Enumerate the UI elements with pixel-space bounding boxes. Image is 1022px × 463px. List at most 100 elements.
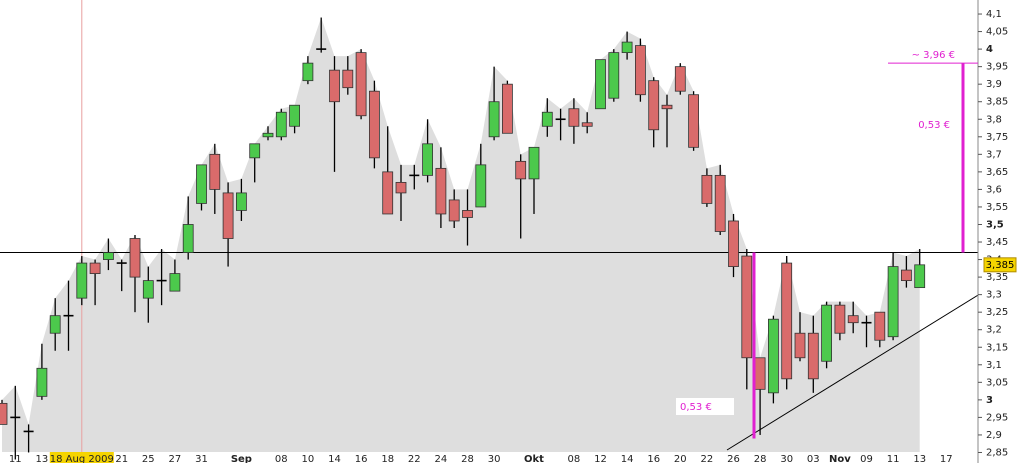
candle-body bbox=[475, 164, 487, 208]
candle-body bbox=[422, 143, 434, 176]
drop-label-box bbox=[676, 398, 734, 415]
x-tick-label: 10 bbox=[302, 454, 315, 463]
y-tick-label: 3,6 bbox=[986, 184, 1002, 195]
candle-body bbox=[302, 62, 314, 82]
candle-body bbox=[714, 174, 726, 232]
candle-body bbox=[608, 52, 620, 99]
candle-body bbox=[528, 146, 540, 180]
y-tick-label: 3,75 bbox=[986, 132, 1008, 143]
candle-body bbox=[728, 220, 739, 267]
y-tick-label: 3,35 bbox=[986, 272, 1008, 283]
candle-body bbox=[688, 94, 699, 148]
candle-body bbox=[235, 192, 247, 211]
candle-body bbox=[355, 52, 367, 117]
candle-body bbox=[129, 238, 141, 278]
x-tick-label: 28 bbox=[461, 454, 474, 463]
y-tick-label: 3,15 bbox=[986, 342, 1008, 353]
x-tick-label: 27 bbox=[169, 454, 182, 463]
y-tick-label: 3 bbox=[986, 395, 993, 406]
candle-body bbox=[807, 332, 819, 380]
candle-body bbox=[768, 318, 779, 394]
x-tick-label: 26 bbox=[727, 454, 740, 463]
candle-body bbox=[821, 304, 832, 362]
x-tick-label: 14 bbox=[621, 454, 634, 463]
candle-body bbox=[222, 192, 234, 239]
x-tick-label: 18 Aug 2009 bbox=[50, 454, 114, 463]
x-tick-label: 16 bbox=[647, 454, 660, 463]
x-tick-label: 03 bbox=[807, 454, 820, 463]
candle-body bbox=[275, 111, 287, 138]
last-price-label: 3,385 bbox=[986, 260, 1015, 271]
candle-body bbox=[648, 80, 660, 131]
y-tick-label: 3,1 bbox=[986, 360, 1002, 371]
y-tick-label: 3,65 bbox=[986, 167, 1008, 178]
candle-body bbox=[754, 357, 766, 390]
y-tick-label: 3,95 bbox=[986, 62, 1008, 73]
x-tick-label: Nov bbox=[829, 454, 851, 463]
candle-body bbox=[142, 280, 154, 299]
candle-body bbox=[847, 315, 859, 324]
candle-body bbox=[581, 122, 593, 127]
x-tick-label: 08 bbox=[568, 454, 581, 463]
candle-body bbox=[289, 104, 301, 127]
candle-body bbox=[36, 367, 48, 397]
y-tick-label: 3,8 bbox=[986, 114, 1002, 125]
candle-body bbox=[76, 262, 88, 299]
candle-body bbox=[661, 104, 673, 110]
y-tick-label: 3,85 bbox=[986, 97, 1008, 108]
y-tick-label: 3,9 bbox=[986, 79, 1002, 90]
x-tick-label: 24 bbox=[435, 454, 448, 463]
candle-body bbox=[462, 210, 473, 218]
x-tick-label: 16 bbox=[355, 454, 368, 463]
x-tick-label: 12 bbox=[594, 454, 607, 463]
x-tick-label: 13 bbox=[913, 454, 926, 463]
last-price-box bbox=[983, 257, 1017, 273]
candle-body bbox=[781, 262, 793, 380]
x-tick-label: 31 bbox=[195, 454, 208, 463]
candle-body bbox=[741, 255, 753, 359]
candle-body bbox=[89, 262, 101, 274]
y-tick-label: 3,2 bbox=[986, 325, 1002, 336]
candle-body bbox=[249, 143, 261, 159]
trend-line bbox=[726, 267, 1022, 451]
candle-body bbox=[621, 41, 633, 54]
x-tick-label: 28 bbox=[754, 454, 767, 463]
candle-body bbox=[794, 332, 806, 359]
candle-body bbox=[595, 59, 606, 110]
candle-body bbox=[382, 171, 394, 215]
x-tick-label: 20 bbox=[674, 454, 687, 463]
candle-body bbox=[209, 153, 221, 190]
x-tick-label: 13 bbox=[36, 454, 49, 463]
candle-body bbox=[501, 83, 513, 134]
candle-body bbox=[568, 108, 580, 127]
x-tick-label: 22 bbox=[701, 454, 714, 463]
x-tick-label: 14 bbox=[328, 454, 341, 463]
candle-body bbox=[342, 69, 354, 89]
y-tick-label: 3,25 bbox=[986, 307, 1008, 318]
candle-body bbox=[103, 252, 114, 260]
y-tick-label: 2,9 bbox=[986, 430, 1002, 441]
candle-body bbox=[488, 101, 500, 138]
candle-body bbox=[368, 90, 380, 159]
candle-body bbox=[395, 181, 407, 194]
candle-body bbox=[674, 66, 686, 92]
candle-body bbox=[541, 111, 553, 127]
candle-body bbox=[515, 160, 527, 180]
candle-body bbox=[701, 174, 713, 204]
y-tick-label: 3,3 bbox=[986, 290, 1002, 301]
x-tick-label: 09 bbox=[860, 454, 873, 463]
candle-body bbox=[901, 269, 912, 282]
x-tick-label: Sep bbox=[231, 454, 252, 463]
gain-label: 0,53 € bbox=[918, 120, 950, 131]
x-tick-label: 18 bbox=[381, 454, 394, 463]
y-tick-label: 4,05 bbox=[986, 27, 1008, 38]
candle-body bbox=[448, 199, 460, 222]
candle-body bbox=[874, 311, 886, 341]
y-tick-label: 3,5 bbox=[986, 219, 1004, 230]
x-tick-label: 22 bbox=[408, 454, 421, 463]
y-tick-label: 2,85 bbox=[986, 447, 1008, 458]
candle-body bbox=[329, 69, 340, 103]
x-tick-label: 30 bbox=[488, 454, 501, 463]
candle-body bbox=[887, 266, 899, 338]
